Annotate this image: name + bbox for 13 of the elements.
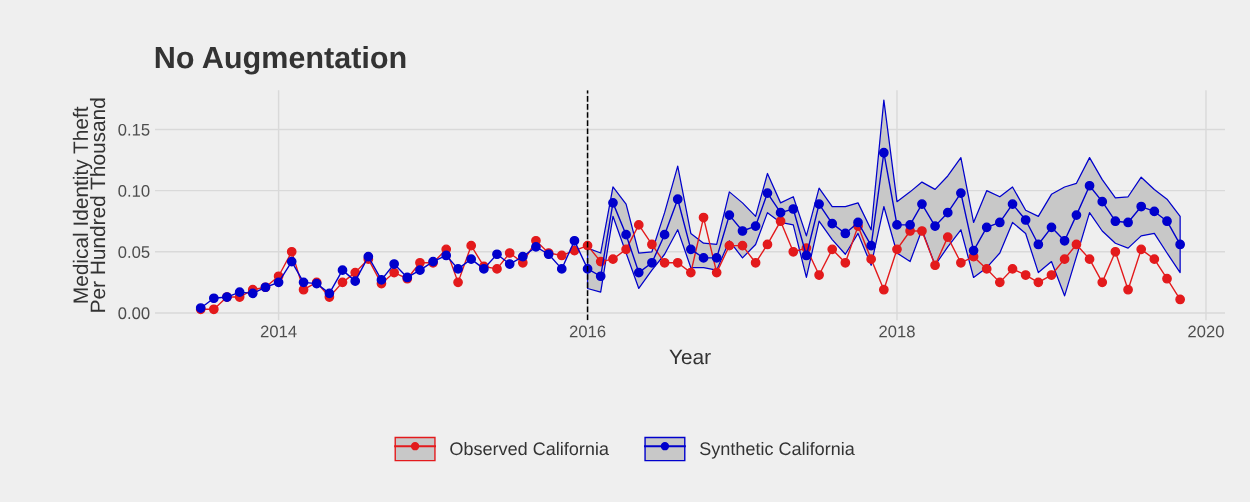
chart-title: No Augmentation [155,45,406,75]
x-tick-label: 2014 [260,325,297,338]
legend-label: Observed California [450,441,609,456]
x-tick-label: 2020 [1188,325,1224,338]
x-axis-title: Year [669,349,711,365]
x-tick-label: 2018 [879,325,915,338]
x-tick-label: 2016 [569,325,606,338]
y-tick-label: 0.00 [118,307,150,320]
y-axis-title: Medical Identity Theft Per Hundred Thousand [72,98,106,312]
y-tick-label: 0.05 [118,246,150,258]
legend-label: Synthetic California [700,441,855,459]
y-tick-label: 0.15 [118,123,150,136]
y-tick-label: 0.10 [118,185,150,197]
